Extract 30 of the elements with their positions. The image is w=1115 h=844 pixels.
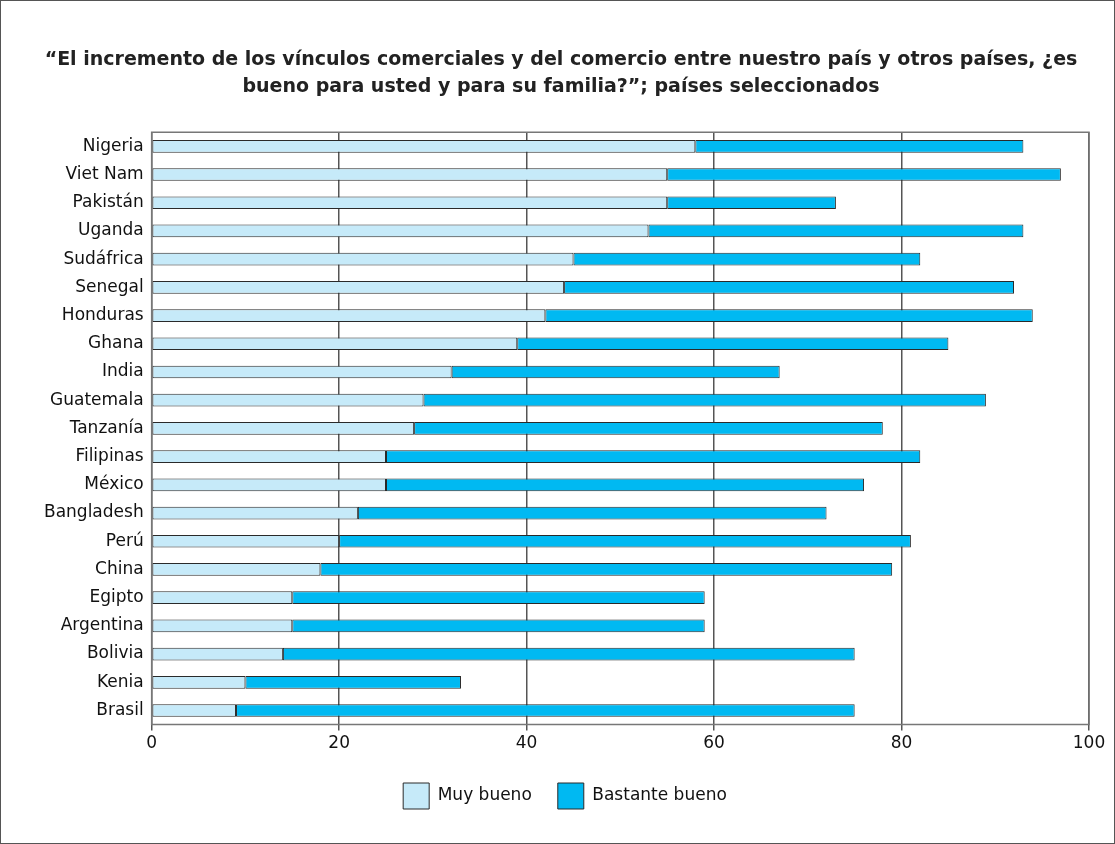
x-tick-label: 100 bbox=[1072, 732, 1106, 753]
y-tick-label: Argentina bbox=[60, 614, 144, 635]
y-tick-label: Guatemala bbox=[50, 388, 144, 409]
y-tick-label: Sudáfrica bbox=[63, 247, 144, 268]
y-tick-label: México bbox=[84, 473, 144, 494]
y-tick-label: Egipto bbox=[89, 586, 144, 607]
y-tick-label: Pakistán bbox=[72, 191, 144, 212]
y-tick-label: Kenia bbox=[96, 670, 144, 691]
y-tick-label: Uganda bbox=[78, 219, 144, 240]
legend-label: Bastante bueno bbox=[592, 784, 727, 805]
y-tick-label: Viet Nam bbox=[65, 162, 144, 183]
legend-label: Muy bueno bbox=[437, 784, 532, 805]
y-tick-label: Senegal bbox=[75, 275, 144, 296]
y-tick-label: Perú bbox=[105, 529, 144, 550]
y-tick-label: Nigeria bbox=[82, 134, 144, 155]
y-tick-label: Honduras bbox=[61, 303, 144, 324]
y-tick-label: India bbox=[101, 360, 144, 381]
x-tick-label: 40 bbox=[515, 732, 538, 753]
y-tick-label: Tanzanía bbox=[68, 416, 144, 437]
x-tick-label: 80 bbox=[890, 732, 913, 753]
x-tick-label: 60 bbox=[703, 732, 725, 753]
y-tick-label: Brasil bbox=[96, 698, 144, 719]
x-tick-label: 0 bbox=[146, 732, 158, 753]
y-tick-label: Ghana bbox=[88, 332, 144, 353]
chart-title: “El incremento de los vínculos comerciales y del comercio entre nuestro país y otros países, ¿es bueno para usted y para su familia?”; países seleccionados bbox=[43, 46, 1079, 98]
y-tick-label: China bbox=[95, 557, 144, 578]
y-tick-label: Filipinas bbox=[75, 445, 144, 466]
y-tick-label: Bangladesh bbox=[44, 501, 144, 522]
y-tick-label: Bolivia bbox=[86, 642, 144, 663]
x-tick-label: 20 bbox=[328, 732, 350, 753]
